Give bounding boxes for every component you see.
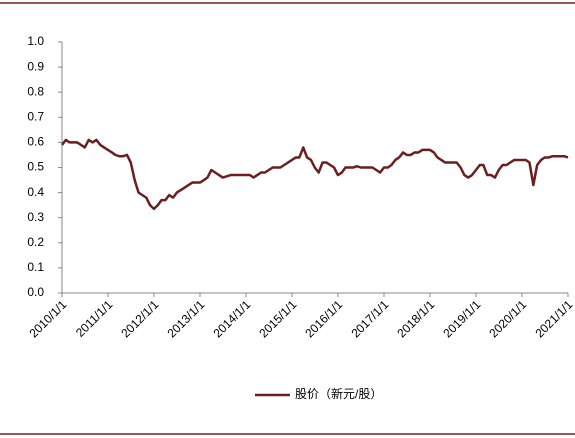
y-tick-label: 0.5 — [27, 160, 44, 174]
y-tick-label: 0.2 — [27, 235, 44, 249]
x-tick-label: 2013/1/1 — [164, 297, 207, 340]
y-tick-label: 1.0 — [27, 34, 44, 48]
y-tick-label: 0.8 — [27, 84, 44, 98]
x-tick-label: 2010/1/1 — [26, 297, 69, 340]
y-tick-label: 0.3 — [27, 210, 44, 224]
legend-label: 股价（新元/股） — [295, 386, 382, 401]
y-tick-label: 0.0 — [27, 285, 44, 299]
y-tick-label: 0.9 — [27, 59, 44, 73]
x-tick-label: 2020/1/1 — [486, 297, 529, 340]
x-tick-label: 2014/1/1 — [210, 297, 253, 340]
x-tick-label: 2012/1/1 — [118, 297, 161, 340]
x-tick-label: 2017/1/1 — [348, 297, 391, 340]
y-tick-label: 0.6 — [27, 135, 44, 149]
x-tick-label: 2019/1/1 — [440, 297, 483, 340]
price-line — [61, 138, 569, 211]
x-tick-label: 2021/1/1 — [532, 297, 575, 340]
y-tick-label: 0.4 — [27, 185, 44, 199]
x-tick-label: 2015/1/1 — [256, 297, 299, 340]
x-tick-label: 2011/1/1 — [73, 297, 116, 340]
y-tick-label: 0.7 — [27, 109, 44, 123]
y-tick-label: 0.1 — [27, 260, 44, 274]
x-tick-label: 2018/1/1 — [394, 297, 437, 340]
x-tick-label: 2016/1/1 — [302, 297, 345, 340]
